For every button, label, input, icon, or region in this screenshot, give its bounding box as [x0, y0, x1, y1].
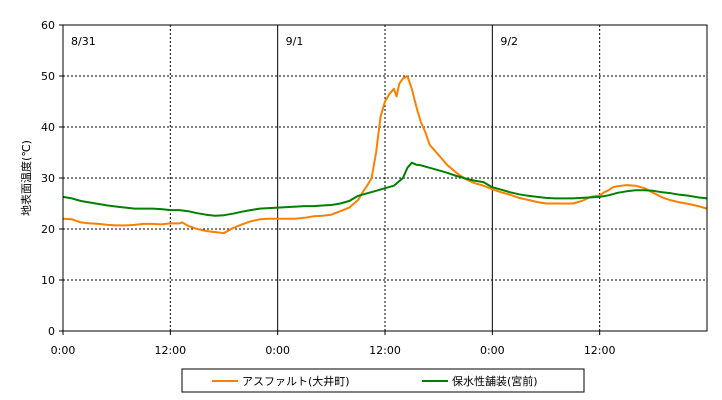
y-tick-label-0: 0	[48, 325, 55, 338]
day-labels: 8/31 9/1 9/2	[71, 35, 518, 48]
y-axis-label: 地表面温度(℃)	[19, 140, 33, 216]
x-tick-label-2: 0:00	[265, 344, 290, 357]
day-label-1: 9/1	[286, 35, 304, 48]
y-tick-label-2: 20	[41, 223, 55, 236]
y-tick-label-3: 30	[41, 172, 55, 185]
legend: アスファルト(大井町) 保水性舗装(宮前)	[181, 368, 585, 393]
series-line-0	[62, 75, 708, 235]
series-layer	[62, 75, 708, 235]
day-label-0: 8/31	[71, 35, 96, 48]
y-tick-label-4: 40	[41, 121, 55, 134]
legend-label-asphalt: アスファルト(大井町)	[242, 374, 350, 388]
legend-box	[181, 368, 585, 393]
x-tick-label-5: 12:00	[584, 344, 616, 357]
y-tick-label-5: 50	[41, 70, 55, 83]
y-axis-ticks: 0 10 20 30 40 50 60	[41, 19, 63, 338]
x-tick-label-0: 0:00	[51, 344, 76, 357]
y-tick-label-1: 10	[41, 274, 55, 287]
x-tick-label-1: 12:00	[154, 344, 186, 357]
x-axis-ticks: 0:00 12:00 0:00 12:00 0:00 12:00	[51, 331, 616, 357]
y-tick-label-6: 60	[41, 19, 55, 32]
x-tick-label-3: 12:00	[369, 344, 401, 357]
grid-lines	[63, 25, 707, 331]
legend-label-water-retentive: 保水性舗装(宮前)	[452, 374, 538, 388]
day-label-2: 9/2	[500, 35, 518, 48]
series-line-1	[62, 161, 708, 217]
x-tick-label-4: 0:00	[480, 344, 505, 357]
